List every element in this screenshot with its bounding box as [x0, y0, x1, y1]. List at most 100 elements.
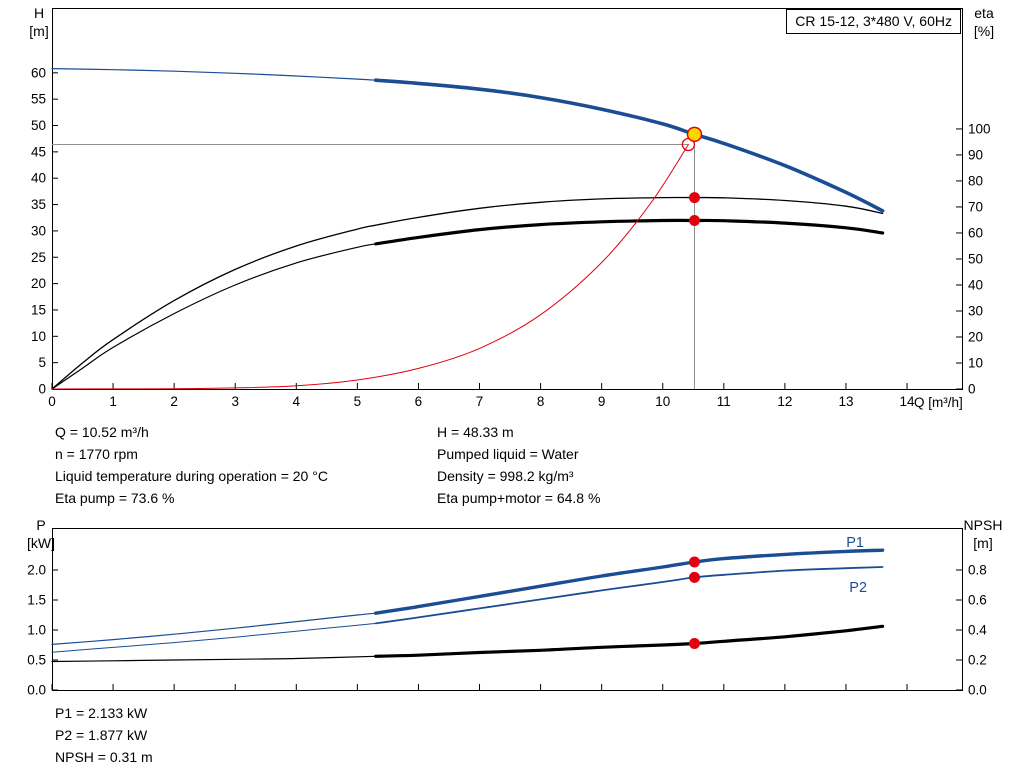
npsh-axis-label: NPSH — [963, 517, 1003, 533]
y-left-tick-label: 2.0 — [27, 563, 46, 578]
y-left-tick-label: 15 — [31, 302, 46, 317]
y-right-tick-label: 30 — [968, 303, 983, 318]
p1-power-curve — [374, 548, 885, 615]
y-right-tick-label: 10 — [968, 355, 983, 370]
y-right-tick-label: 0 — [968, 382, 976, 397]
x-tick-label: 9 — [598, 394, 606, 409]
p1-power-curve-thin — [51, 612, 377, 645]
x-tick-label: 10 — [655, 394, 670, 409]
p-axis-unit: [kW] — [27, 535, 55, 551]
y-left-tick-label: 20 — [31, 276, 46, 291]
y-right-tick-label: 100 — [968, 121, 991, 136]
y-right-tick-label: 80 — [968, 173, 983, 188]
p1-duty-dot — [688, 556, 700, 568]
annotation-speed: n = 1770 rpm — [55, 446, 138, 462]
y-left-tick-label: 0.5 — [27, 653, 46, 668]
power-npsh-chart: 0.0 0.5 1.0 1.5 2.0 0.0 0.2 0.4 0.6 0.8 P1 P2 — [27, 528, 987, 698]
x-tick-label: 3 — [231, 394, 239, 409]
x-tick-label: 4 — [293, 394, 301, 409]
annotation-density: Density = 998.2 kg/m³ — [437, 468, 574, 484]
y-left-tick-label: 50 — [31, 118, 46, 133]
y-left-tick-label: 30 — [31, 223, 46, 238]
y-left-tick-label: 0.0 — [27, 683, 46, 698]
x-tick-label: 12 — [777, 394, 792, 409]
p2-power-curve — [374, 566, 884, 625]
x-tick-label: 11 — [717, 394, 731, 409]
pump-model-title: CR 15-12, 3*480 V, 60Hz — [786, 9, 961, 34]
y-right-tick-label: 40 — [968, 277, 983, 292]
y-left-tick-label: 1.0 — [27, 623, 46, 638]
y-right-tick-label: 0.6 — [968, 593, 987, 608]
y-right-tick-label: 70 — [968, 199, 983, 214]
head-efficiency-chart: 0 1 2 3 4 5 6 7 8 9 10 11 12 13 1405101520253035404550… — [31, 8, 991, 409]
p1-curve-label: P1 — [846, 535, 864, 551]
annotation-p1: P1 = 2.133 kW — [55, 705, 148, 721]
x-tick-label: 6 — [415, 394, 423, 409]
y-left-tick-label: 60 — [31, 65, 46, 80]
eta-pump-motor-curve — [374, 218, 885, 246]
duty-point-marker[interactable] — [686, 126, 703, 143]
y-right-tick-label: 0.0 — [968, 683, 987, 698]
x-tick-label: 2 — [170, 394, 178, 409]
x-tick-label: 13 — [838, 394, 853, 409]
annotation-pumped-liquid: Pumped liquid = Water — [437, 446, 579, 462]
npsh-axis-title: NPSH [m] — [957, 516, 1009, 552]
h-axis-unit: [m] — [29, 23, 49, 39]
p2-curve-label: P2 — [849, 580, 867, 596]
q-axis-title: Q [m³/h] — [914, 395, 963, 410]
npsh-curve-thin — [51, 655, 377, 663]
plot-frame — [52, 528, 963, 691]
eta-pump-motor-curve-thin — [51, 243, 377, 390]
operating-data-left: Q = 10.52 m³/h n = 1770 rpm Liquid tempe… — [55, 421, 328, 509]
x-tick-label: 14 — [900, 394, 916, 409]
eta-axis-unit: [%] — [973, 23, 995, 39]
system-resulting-curve — [51, 144, 689, 390]
pump-head-curve-thin — [51, 68, 377, 81]
y-right-tick-label: 0.4 — [968, 623, 987, 638]
annotation-liquid-temp: Liquid temperature during operation = 20… — [55, 468, 328, 484]
y-left-tick-label: 25 — [31, 250, 46, 265]
p-axis-title: P [kW] — [19, 516, 63, 552]
eta-pump-motor-duty-dot — [688, 214, 700, 226]
eta-pump-duty-dot — [688, 192, 700, 204]
operating-data-bottom: P1 = 2.133 kW P2 = 1.877 kW NPSH = 0.31 … — [55, 702, 153, 768]
annotation-head: H = 48.33 m — [437, 424, 514, 440]
y-right-tick-label: 50 — [968, 251, 983, 266]
x-tick-label: 8 — [537, 394, 545, 409]
y-left-tick-label: 35 — [31, 197, 46, 212]
x-tick-label: 0 — [48, 394, 56, 409]
y-left-tick-label: 0 — [38, 382, 46, 397]
y-left-tick-label: 1.5 — [27, 593, 46, 608]
annotation-npsh: NPSH = 0.31 m — [55, 749, 153, 765]
annotation-eta-pump: Eta pump = 73.6 % — [55, 490, 175, 506]
operating-data-right: H = 48.33 m Pumped liquid = Water Densit… — [437, 421, 600, 509]
y-left-tick-label: 45 — [31, 144, 46, 159]
x-tick-label: 5 — [354, 394, 362, 409]
p-axis-label: P — [36, 517, 46, 533]
h-axis-label: H — [33, 5, 45, 21]
y-right-tick-label: 20 — [968, 329, 983, 344]
npsh-duty-dot — [688, 638, 700, 649]
annotation-q: Q = 10.52 m³/h — [55, 424, 149, 440]
pump-head-curve — [373, 78, 885, 213]
eta-axis-label: eta — [974, 5, 994, 21]
y-left-tick-label: 10 — [31, 329, 46, 344]
x-tick-label: 7 — [476, 394, 484, 409]
y-right-tick-label: 0.8 — [968, 563, 987, 578]
eta-axis-title: eta [%] — [961, 4, 1007, 40]
annotation-eta-pump-motor: Eta pump+motor = 64.8 % — [437, 490, 601, 506]
p2-duty-dot — [688, 571, 700, 583]
npsh-axis-unit: [m] — [973, 535, 993, 551]
x-tick-label: 1 — [109, 394, 117, 409]
h-axis-title: H [m] — [17, 4, 61, 40]
y-left-tick-label: 40 — [31, 171, 46, 186]
annotation-p2: P2 = 1.877 kW — [55, 727, 148, 743]
y-right-tick-label: 90 — [968, 147, 983, 162]
y-right-tick-label: 0.2 — [968, 653, 987, 668]
y-left-tick-label: 5 — [38, 355, 46, 370]
p2-power-curve-thin — [51, 622, 377, 653]
npsh-curve — [374, 624, 885, 658]
plot-frame — [52, 8, 963, 390]
eta-pump-curve — [51, 196, 884, 390]
